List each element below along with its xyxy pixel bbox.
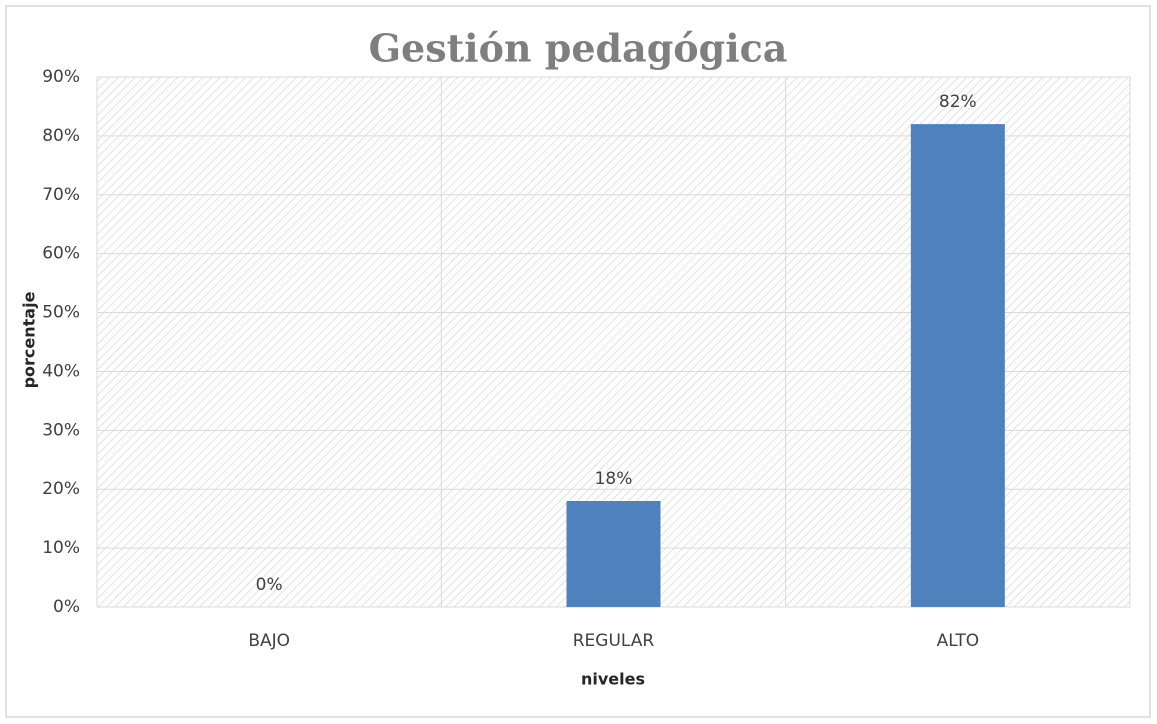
bar xyxy=(566,501,661,607)
y-tick-label: 60% xyxy=(42,244,80,264)
y-tick-label: 10% xyxy=(42,538,80,558)
y-tick-label: 80% xyxy=(42,126,80,146)
bar xyxy=(910,124,1005,607)
data-label: 82% xyxy=(939,92,977,112)
y-tick-label: 50% xyxy=(42,303,80,323)
chart-title: Gestión pedagógica xyxy=(369,26,788,71)
data-label: 0% xyxy=(256,575,283,595)
x-axis-title: niveles xyxy=(581,670,645,689)
y-tick-label: 90% xyxy=(42,67,80,87)
y-tick-label: 30% xyxy=(42,420,80,440)
data-label: 18% xyxy=(595,469,633,489)
y-tick-label: 40% xyxy=(42,361,80,381)
y-axis-title: porcentaje xyxy=(20,291,39,388)
x-tick-label: REGULAR xyxy=(573,631,655,651)
y-tick-label: 20% xyxy=(42,479,80,499)
y-tick-label: 0% xyxy=(53,597,80,617)
x-tick-label: BAJO xyxy=(248,631,290,651)
y-tick-label: 70% xyxy=(42,185,80,205)
x-tick-label: ALTO xyxy=(937,631,980,651)
